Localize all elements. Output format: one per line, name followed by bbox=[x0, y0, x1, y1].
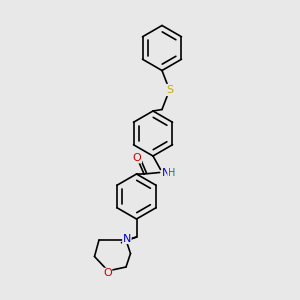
Text: O: O bbox=[103, 268, 112, 278]
Text: O: O bbox=[133, 153, 142, 163]
Text: H: H bbox=[168, 167, 175, 178]
Text: S: S bbox=[166, 85, 173, 95]
Text: N: N bbox=[123, 233, 131, 244]
Text: N: N bbox=[162, 167, 171, 178]
